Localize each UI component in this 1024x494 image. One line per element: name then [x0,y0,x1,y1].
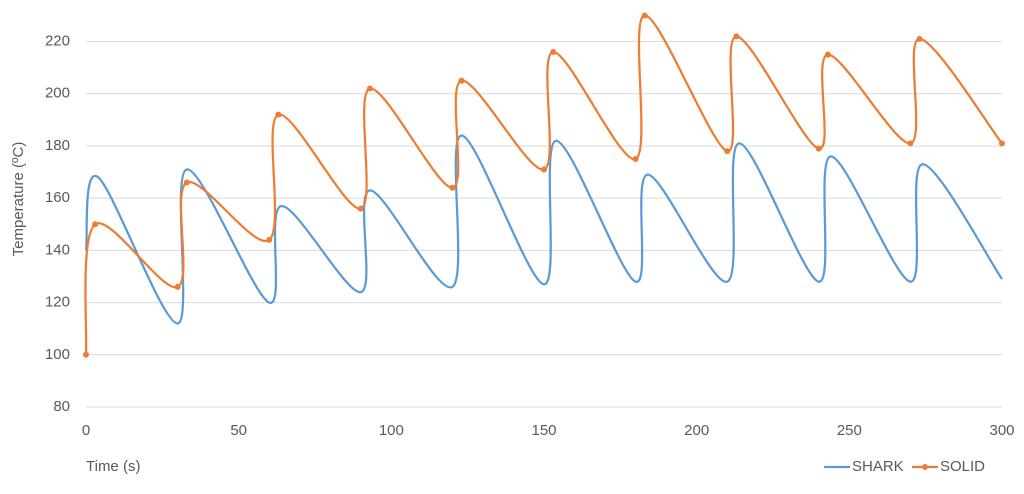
data-point [824,51,831,58]
data-point [815,145,822,152]
data-point [183,179,190,186]
legend-label: SHARK [852,458,904,475]
x-tick-label: 300 [989,422,1014,439]
x-tick-label: 100 [379,422,404,439]
y-axis-label: Temperature (ºC) [10,142,27,257]
data-point [266,236,273,243]
x-tick-label: 200 [684,422,709,439]
data-point [733,33,740,40]
y-tick-label: 180 [45,137,70,154]
y-tick-label: 220 [45,33,70,50]
data-point [92,221,99,228]
data-point [449,184,456,191]
y-tick-label: 100 [45,346,70,363]
data-point [174,283,181,290]
data-point [999,140,1005,147]
data-point [458,77,465,84]
y-tick-label: 120 [45,294,70,311]
legend-marker [922,464,928,470]
data-point [632,156,639,163]
x-tick-label: 50 [230,422,247,439]
legend-label: SOLID [940,458,985,475]
data-point [275,111,282,118]
y-tick-label: 200 [45,85,70,102]
data-point [366,85,373,92]
series-line [84,134,1003,325]
y-tick-label: 80 [53,398,70,415]
data-point [83,351,89,358]
data-point [550,48,557,55]
data-point [541,166,547,173]
series-line [84,14,1003,355]
x-axis-label: Time (s) [86,458,140,475]
data-point [907,140,914,147]
data-point [641,12,648,19]
x-tick-label: 150 [531,422,556,439]
data-point [916,35,923,42]
x-tick-label: 250 [837,422,862,439]
data-point [724,148,731,155]
y-tick-label: 140 [45,241,70,258]
data-point [357,205,364,212]
x-tick-label: 0 [82,422,90,439]
y-tick-label: 160 [45,189,70,206]
